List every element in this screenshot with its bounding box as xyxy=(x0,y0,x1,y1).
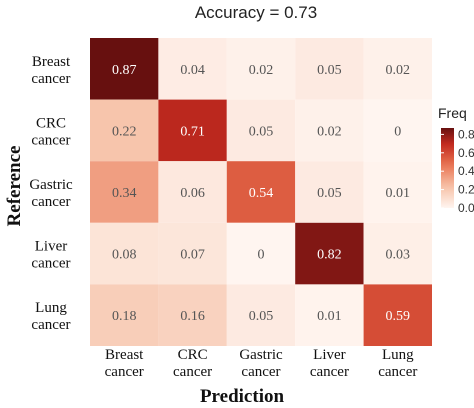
heatmap-cell xyxy=(363,38,432,100)
cell-value-label: 0.71 xyxy=(180,124,205,139)
cell-value-label: 0.02 xyxy=(386,63,411,78)
cell-value-label: 0.03 xyxy=(386,248,411,263)
legend-tick-label: 0.6 xyxy=(458,146,474,160)
color-legend: Freq 0.0 0.2 0.4 0.6 0.8 xyxy=(438,105,474,215)
row-label: Breast xyxy=(32,54,71,70)
cell-value-label: 0.01 xyxy=(317,309,342,324)
heatmap-cell xyxy=(295,284,364,346)
heatmap-cell xyxy=(90,222,159,285)
cell-value-label: 0 xyxy=(394,124,401,139)
heatmap-cell xyxy=(295,222,364,285)
column-label: cancer xyxy=(173,364,212,380)
heatmap-cell xyxy=(158,38,227,100)
heatmap-cell xyxy=(295,38,364,100)
chart-title: Accuracy = 0.73 xyxy=(195,3,317,22)
legend-colorbar xyxy=(441,128,454,208)
column-label: Liver xyxy=(313,347,345,363)
row-label: Lung xyxy=(35,300,67,316)
heatmap-cell xyxy=(226,99,296,162)
heatmap-cell xyxy=(363,284,432,346)
heatmap-cell xyxy=(226,222,296,285)
cell-value-label: 0.05 xyxy=(317,63,342,78)
heatmap-cell xyxy=(363,222,432,285)
heatmap-cell xyxy=(158,284,227,346)
heatmap-cell xyxy=(90,38,159,100)
heatmap-cell xyxy=(90,284,159,346)
column-label: Breast xyxy=(105,347,144,363)
cell-value-label: 0.01 xyxy=(386,186,411,201)
heatmap-cell xyxy=(90,99,159,162)
cell-value-label: 0.04 xyxy=(180,63,205,78)
cell-value-label: 0.34 xyxy=(112,186,137,201)
cell-value-label: 0.05 xyxy=(249,124,274,139)
row-label: cancer xyxy=(31,132,70,148)
cell-value-label: 0.06 xyxy=(180,186,205,201)
legend-title: Freq xyxy=(438,105,467,121)
cell-value-label: 0.18 xyxy=(112,309,137,324)
heatmap-cell xyxy=(226,284,296,346)
heatmap-cell xyxy=(226,161,296,223)
cell-value-label: 0.87 xyxy=(112,63,137,78)
y-axis-title: Reference xyxy=(4,146,25,227)
cell-value-label: 0.16 xyxy=(180,309,205,324)
cell-value-label: 0.54 xyxy=(249,186,274,201)
row-label: cancer xyxy=(31,317,70,333)
heatmap-cell xyxy=(158,222,227,285)
heatmap-cell xyxy=(295,99,364,162)
heatmap-cell xyxy=(295,161,364,223)
cell-value-label: 0.82 xyxy=(317,248,342,263)
heatmap-cell xyxy=(226,38,296,100)
column-label: CRC xyxy=(178,347,208,363)
row-label: cancer xyxy=(31,256,70,272)
column-label: cancer xyxy=(310,364,349,380)
heatmap-cell xyxy=(158,161,227,223)
row-label: cancer xyxy=(31,194,70,210)
cell-value-label: 0.22 xyxy=(112,124,137,139)
legend-tick-label: 0.4 xyxy=(458,164,474,178)
column-label: cancer xyxy=(105,364,144,380)
row-labels: BreastcancerCRCcancerGastriccancerLiverc… xyxy=(29,54,73,333)
column-label: cancer xyxy=(378,364,417,380)
legend-tick-label: 0.2 xyxy=(458,183,474,197)
legend-tick-label: 0.8 xyxy=(458,127,474,141)
cell-value-label: 0.02 xyxy=(317,124,342,139)
legend-ticks: 0.0 0.2 0.4 0.6 0.8 xyxy=(441,127,474,215)
x-axis-title: Prediction xyxy=(200,386,285,407)
row-label: CRC xyxy=(36,115,66,131)
column-label: cancer xyxy=(241,364,280,380)
cell-value-label: 0.08 xyxy=(112,248,137,263)
cell-value-label: 0.07 xyxy=(180,248,205,263)
column-label: Lung xyxy=(382,347,414,363)
cell-value-label: 0.02 xyxy=(249,63,274,78)
cell-value-label: 0.05 xyxy=(249,309,274,324)
cell-value-label: 0 xyxy=(258,248,265,263)
heatmap-cell xyxy=(363,161,432,223)
column-labels: BreastcancerCRCcancerGastriccancerLiverc… xyxy=(105,347,418,380)
cell-value-label: 0.59 xyxy=(386,309,411,324)
row-label: cancer xyxy=(31,71,70,87)
heatmap-cells: 0.87 0.04 0.02 0.05 0.02 0.22 0.71 0.05 0.02 0 0.3… xyxy=(90,38,432,346)
row-label: Gastric xyxy=(29,177,73,193)
heatmap-cell xyxy=(363,99,432,162)
row-label: Liver xyxy=(35,239,67,255)
heatmap-cell xyxy=(90,161,159,223)
column-label: Gastric xyxy=(239,347,283,363)
cell-value-label: 0.05 xyxy=(317,186,342,201)
legend-tick-label: 0.0 xyxy=(458,201,474,215)
heatmap-cell xyxy=(158,99,227,162)
